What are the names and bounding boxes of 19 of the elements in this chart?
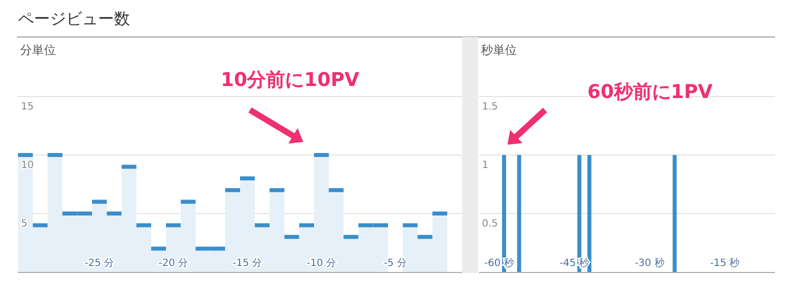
chart-subtitle: 分単位	[20, 43, 56, 57]
x-tick-label: -30 秒	[634, 257, 664, 269]
y-tick-label: 1.5	[482, 102, 498, 112]
annotation: 60秒前に1PV	[507, 81, 713, 145]
y-tick-label: 10	[21, 160, 34, 171]
x-tick-label: -25 分	[84, 257, 114, 269]
chart-subtitle: 秒単位	[481, 43, 517, 57]
y-tick-label: 5	[21, 218, 28, 230]
x-tick-label: -10 分	[306, 257, 336, 269]
annotation: 60秒前に1PV	[587, 81, 713, 103]
x-tick-label: -5 分	[384, 257, 407, 269]
y-tick-label: 0.5	[482, 218, 498, 230]
y-tick-label: 1	[482, 160, 488, 171]
x-tick-label: -15 分	[232, 257, 262, 269]
y-tick-label: 15	[21, 102, 34, 112]
chart-title: ページビュー数	[18, 9, 130, 28]
annotation: 10分前に10PV	[220, 69, 360, 144]
x-tick-label: -20 分	[158, 257, 188, 269]
x-tick-label: -15 秒	[710, 257, 740, 269]
